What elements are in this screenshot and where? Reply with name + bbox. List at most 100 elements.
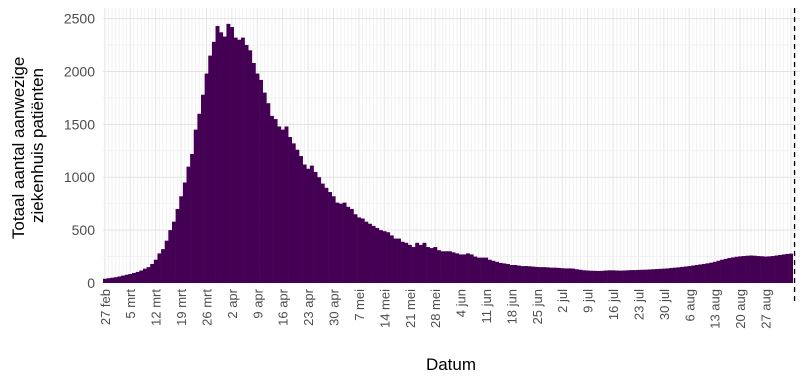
y-tick-label: 1500 <box>64 116 95 132</box>
x-tick-label: 5 mrt <box>123 289 138 319</box>
bar <box>741 256 746 283</box>
bar <box>614 270 619 283</box>
bar <box>491 260 496 283</box>
y-tick-label: 500 <box>72 222 96 238</box>
x-tick-label: 28 mei <box>428 289 443 328</box>
bar <box>502 263 507 283</box>
bar <box>665 268 670 283</box>
bar <box>622 270 627 283</box>
bar <box>683 266 688 283</box>
bar <box>186 166 191 283</box>
bar <box>313 171 318 283</box>
bar <box>150 263 155 283</box>
bar <box>284 126 289 283</box>
bar <box>669 267 674 283</box>
bar <box>538 267 543 283</box>
bar <box>233 37 238 283</box>
bar <box>360 218 365 283</box>
y-axis-title: Totaal aantal aanwezige ziekenhuis patië… <box>9 52 47 239</box>
bar <box>317 177 322 283</box>
bar <box>288 137 293 283</box>
bar <box>455 253 460 283</box>
bar <box>745 255 750 283</box>
bar <box>397 238 401 283</box>
bar <box>658 268 663 283</box>
bar <box>171 221 176 283</box>
bar <box>353 214 358 283</box>
bar <box>295 149 300 283</box>
bar <box>266 103 271 283</box>
bar <box>789 253 794 283</box>
bar <box>585 270 590 283</box>
bar <box>469 254 474 283</box>
bar <box>357 217 362 283</box>
bar <box>132 272 136 283</box>
bar <box>299 156 303 283</box>
bar <box>139 270 144 283</box>
x-tick-label: 16 apr <box>276 288 291 326</box>
bar <box>190 153 195 283</box>
bar <box>204 73 209 283</box>
bar <box>589 270 594 283</box>
bar <box>201 94 205 283</box>
bar <box>251 63 256 283</box>
x-tick-label: 13 aug <box>708 289 723 329</box>
bar <box>651 269 656 283</box>
x-tick-label: 4 jun <box>454 289 469 317</box>
bar <box>513 265 518 283</box>
bar <box>760 256 764 283</box>
x-tick-label: 16 jul <box>606 289 621 320</box>
bar <box>767 256 772 283</box>
bar <box>400 241 405 283</box>
bar <box>280 129 285 283</box>
bar <box>338 203 343 283</box>
bar <box>113 277 118 283</box>
bar <box>153 259 158 283</box>
x-tick-label: 9 apr <box>250 288 265 318</box>
bar <box>197 113 202 284</box>
bar <box>320 183 325 283</box>
bar <box>723 258 728 283</box>
y-axis-ticks: 0 500 1000 1500 2000 2500 <box>64 11 95 291</box>
bar <box>603 270 608 283</box>
bar <box>531 266 536 283</box>
bar <box>364 221 369 283</box>
bar <box>335 202 340 283</box>
bar <box>553 267 558 283</box>
bar <box>654 269 659 283</box>
bar <box>520 266 525 283</box>
bar <box>349 208 354 283</box>
bar <box>498 262 503 283</box>
bar <box>749 255 754 283</box>
bar <box>117 276 122 283</box>
bar <box>785 253 790 283</box>
bar <box>484 257 489 283</box>
y-tick-label: 1000 <box>64 169 95 185</box>
bar <box>770 256 775 283</box>
bar <box>731 257 735 283</box>
bar <box>578 269 583 283</box>
bar <box>607 270 612 283</box>
bar <box>157 253 162 283</box>
bar <box>451 252 456 283</box>
bar <box>211 41 216 283</box>
bar <box>487 259 492 283</box>
bar <box>593 270 598 283</box>
bar <box>636 269 641 283</box>
bar <box>473 256 478 283</box>
bar <box>262 92 267 283</box>
bar <box>306 168 311 283</box>
bar <box>582 270 587 283</box>
bar <box>386 232 391 283</box>
x-tick-label: 11 jun <box>479 289 494 323</box>
bar <box>237 39 242 283</box>
bar <box>752 255 757 283</box>
bar <box>208 55 213 283</box>
bar <box>476 257 481 283</box>
bar <box>328 192 333 283</box>
bar <box>727 258 732 283</box>
bar <box>564 268 568 283</box>
bar <box>691 265 696 283</box>
bar <box>701 263 706 283</box>
